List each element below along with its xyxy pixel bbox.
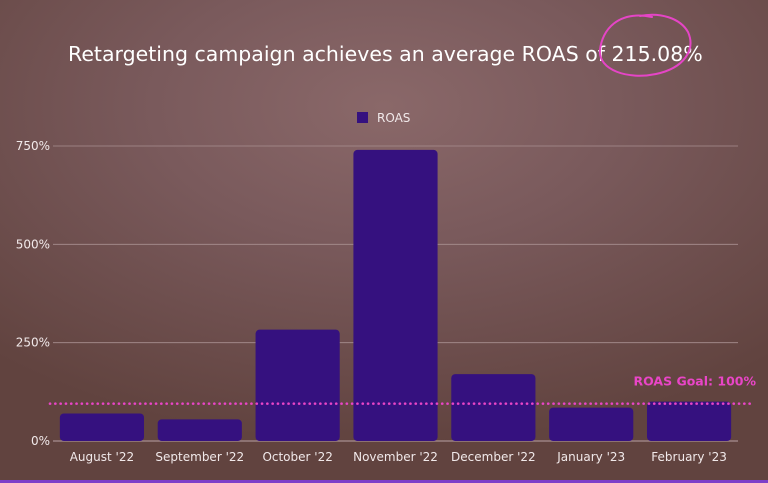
chart-title-highlight: 215.08%	[612, 42, 703, 66]
y-tick-label: 500%	[16, 237, 50, 251]
x-tick-label: January '23	[556, 450, 625, 464]
legend: ROAS	[357, 111, 410, 125]
bar-3	[353, 149, 438, 441]
chart-title: Retargeting campaign achieves an average…	[68, 42, 703, 66]
x-tick-label: November '22	[353, 450, 438, 464]
bar-6	[646, 401, 732, 441]
legend-swatch	[357, 112, 368, 123]
bar-4	[451, 374, 536, 441]
bars	[59, 149, 732, 441]
y-axis-ticks: 0% 250% 500% 750%	[16, 139, 50, 448]
y-tick-label: 250%	[16, 336, 50, 350]
y-tick-label: 0%	[31, 434, 50, 448]
goal-label: ROAS Goal: 100%	[634, 374, 757, 389]
y-tick-label: 750%	[16, 139, 50, 153]
x-tick-label: September '22	[155, 450, 244, 464]
bottom-accent-rule	[0, 480, 768, 483]
x-tick-label: August '22	[70, 450, 134, 464]
chart-title-prefix: Retargeting campaign achieves an average…	[68, 42, 612, 66]
bar-2	[255, 329, 340, 441]
x-tick-label: February '23	[651, 450, 727, 464]
x-axis-ticks: August '22 September '22 October '22 Novemb…	[70, 450, 727, 464]
x-tick-label: October '22	[262, 450, 332, 464]
legend-label: ROAS	[377, 111, 410, 125]
bar-0	[59, 413, 145, 441]
x-tick-label: December '22	[451, 450, 536, 464]
highlight-circle	[598, 13, 692, 77]
bar-5	[549, 407, 634, 441]
goal-reference: ROAS Goal: 100%	[48, 374, 757, 405]
bar-1	[157, 419, 242, 441]
